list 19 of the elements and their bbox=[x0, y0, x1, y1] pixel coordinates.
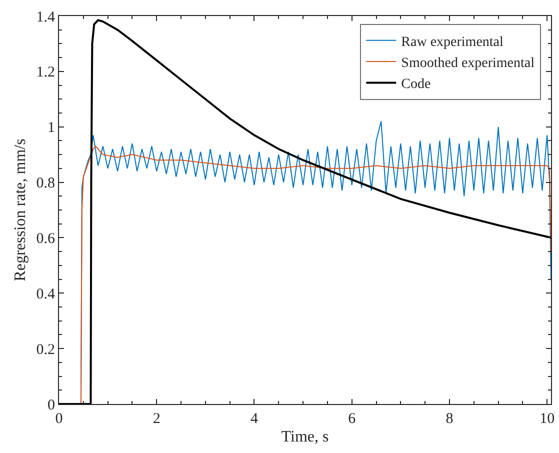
y-tick-label: 1.2 bbox=[36, 64, 55, 81]
y-tick-label: 0.8 bbox=[36, 176, 55, 192]
y-tick-label: 0.2 bbox=[36, 342, 55, 358]
y-tick-label: 0.6 bbox=[36, 230, 56, 247]
legend-label: Smoothed experimental bbox=[401, 56, 535, 72]
legend-label: Raw experimental bbox=[401, 34, 504, 50]
y-axis-title: Regression rate, mm/s bbox=[12, 138, 30, 282]
x-tick-label: 4 bbox=[250, 411, 258, 427]
x-tick-label: 10 bbox=[540, 411, 555, 427]
y-tick-label: 1.4 bbox=[36, 9, 56, 26]
legend-label: Code bbox=[401, 77, 431, 92]
x-tick-label: 2 bbox=[152, 411, 160, 427]
y-tick-label: 1 bbox=[48, 120, 55, 136]
x-tick-label: 6 bbox=[348, 411, 356, 427]
y-tick-label: 0 bbox=[48, 397, 55, 414]
x-axis-title: Time, s bbox=[281, 428, 329, 446]
x-tick-label: 8 bbox=[446, 411, 454, 427]
y-tick-label: 0.4 bbox=[36, 286, 56, 302]
line-series bbox=[59, 19, 551, 404]
